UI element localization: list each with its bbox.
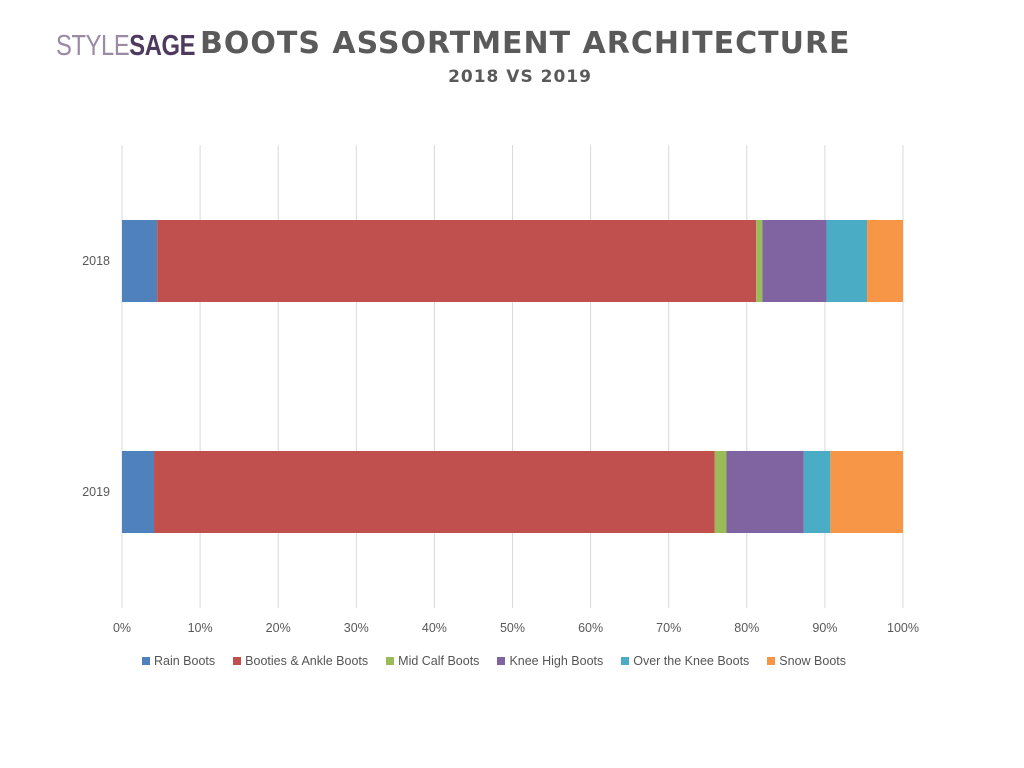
x-tick-label: 40%	[422, 621, 447, 635]
legend-swatch	[621, 657, 630, 665]
legend-item: Mid Calf Boots	[386, 654, 479, 668]
legend-swatch	[386, 657, 395, 665]
x-tick-label: 90%	[812, 621, 837, 635]
bar-2019-rain-boots	[122, 451, 155, 533]
bar-2018-snow-boots	[867, 220, 903, 302]
legend-label: Rain Boots	[154, 654, 216, 668]
bar-2018-mid-calf-boots	[756, 220, 763, 302]
legend-item: Booties & Ankle Boots	[233, 654, 368, 668]
legend-item: Over the Knee Boots	[621, 654, 749, 668]
legend-label: Over the Knee Boots	[633, 654, 750, 668]
bar-2019-booties-and-ankle-boots	[154, 451, 715, 533]
x-tick-label: 100%	[887, 621, 919, 635]
chart-legend: Rain Boots Booties & Ankle Boots Mid Calf …	[142, 652, 864, 670]
stylesage-logo: STYLESAGE	[56, 26, 195, 66]
bar-2019-over-the-knee-boots	[803, 451, 831, 533]
x-tick-label: 60%	[578, 621, 603, 635]
legend-label: Booties & Ankle Boots	[245, 654, 369, 668]
legend-item: Knee High Boots	[497, 654, 603, 668]
bar-2019-knee-high-boots	[726, 451, 804, 533]
x-tick-label: 50%	[500, 621, 525, 635]
legend-swatch	[142, 657, 150, 665]
x-tick-label: 70%	[656, 621, 681, 635]
bar-2019-mid-calf-boots	[714, 451, 727, 533]
legend-swatch	[233, 657, 242, 665]
x-tick-label: 10%	[188, 621, 213, 635]
bar-2019-snow-boots	[830, 451, 903, 533]
bar-2018-booties-and-ankle-boots	[157, 220, 757, 302]
logo-text-style: STYLE	[56, 30, 130, 62]
legend-swatch	[497, 657, 506, 665]
bar-2018-rain-boots	[122, 220, 158, 302]
legend-label: Knee High Boots	[509, 654, 604, 668]
x-tick-label: 0%	[113, 621, 131, 635]
bar-2018-knee-high-boots	[762, 220, 827, 302]
logo-text-sage: SAGE	[129, 30, 196, 62]
x-tick-label: 30%	[344, 621, 369, 635]
x-tick-label: 80%	[734, 621, 759, 635]
y-category-label: 2019	[82, 485, 110, 499]
legend-label: Mid Calf Boots	[398, 654, 480, 668]
legend-item: Rain Boots	[142, 654, 215, 668]
chart-subtitle: 2018 VS 2019	[448, 67, 592, 87]
x-tick-label: 20%	[266, 621, 291, 635]
y-category-label: 2018	[82, 254, 110, 268]
legend-item: Snow Boots	[767, 654, 846, 668]
bar-2018-over-the-knee-boots	[826, 220, 868, 302]
legend-swatch	[767, 657, 776, 665]
chart-title: BOOTS ASSORTMENT ARCHITECTURE	[200, 26, 851, 61]
legend-label: Snow Boots	[779, 654, 847, 668]
